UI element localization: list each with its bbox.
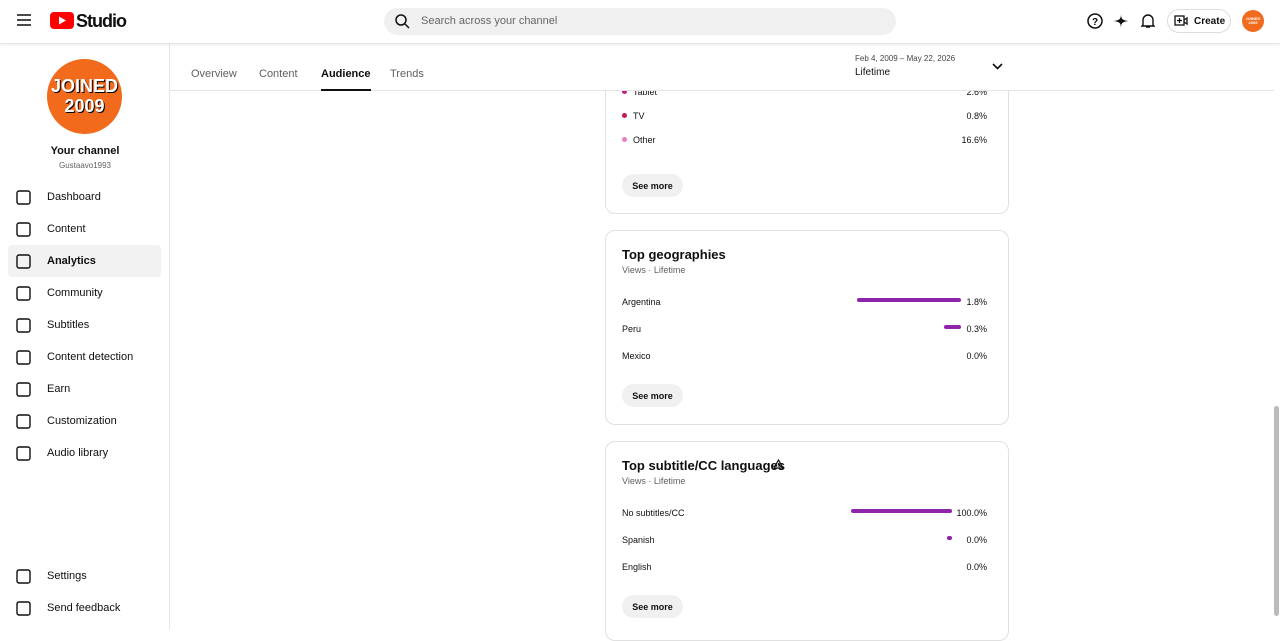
avatar-line: 2009 [64,96,105,116]
device-row: Tablet 2.6% [622,87,987,101]
nav-icon [16,190,31,205]
help-icon[interactable]: ? [1087,13,1103,29]
subtitle-card: Top subtitle/CC languages Views · Lifetim… [605,441,1009,641]
ai-icon[interactable] [1114,13,1128,29]
bar-row: Spanish 0.0% [622,535,987,549]
tab[interactable]: Audience [321,68,371,91]
bar-row: English 0.0% [622,562,987,576]
avatar-line: JOINED [50,76,119,96]
device-value: 16.6% [961,135,987,145]
card-title: Top subtitle/CC languages [622,458,785,473]
row-value: 1.8% [966,297,987,307]
period: Lifetime [855,67,891,78]
svg-text:?: ? [1092,17,1098,28]
nav-item[interactable]: Community [47,287,103,299]
device-value: 2.6% [966,87,987,97]
row-name: Argentina [622,297,661,307]
row-name: Peru [622,324,642,334]
nav-icon [16,382,31,397]
nav-icon [16,286,31,301]
geo-card: Top geographies Views · Lifetime Argentina… [605,230,1009,425]
notifications-icon[interactable] [1141,13,1155,29]
device-name: Tablet [633,87,658,97]
nav-item[interactable]: Settings [47,570,87,582]
legend-dot [622,89,627,94]
nav-icon [16,222,31,237]
card-title: Top geographies [622,247,726,262]
warning-icon[interactable] [773,459,784,469]
row-value: 0.0% [966,351,987,361]
tab[interactable]: Trends [390,68,424,80]
nav-icon [16,446,31,461]
scrollbar[interactable] [1274,406,1279,616]
row-value: 0.0% [966,562,987,572]
see-more-button[interactable]: See more [622,174,683,197]
row-name: Mexico [622,351,651,361]
row-name: No subtitles/CC [622,508,685,518]
logo-icon[interactable] [50,12,74,29]
sidebar: JOINED 2009 Your channel Gustaavo1993 Da… [0,44,170,630]
legend-dot [622,137,627,142]
nav-item[interactable]: Dashboard [47,191,101,203]
see-more-button[interactable]: See more [622,384,683,407]
bar [851,509,952,513]
bar-row: Argentina 1.8% [622,297,987,311]
nav-item[interactable]: Send feedback [47,602,121,614]
top-bar: Studio Search across your channel ? Crea… [0,0,1280,44]
device-name: TV [633,111,645,121]
nav-item[interactable]: Customization [47,415,117,427]
channel-title: Your channel [50,145,120,157]
see-more-button[interactable]: See more [622,595,683,618]
nav-icon [16,254,31,269]
device-row: Other 16.6% [622,135,987,149]
search-box[interactable]: Search across your channel [384,8,896,35]
row-name: Spanish [622,535,655,545]
nav-icon [16,318,31,333]
create-button[interactable]: Create [1167,9,1231,33]
logo-text[interactable]: Studio [76,11,127,31]
bar-row: No subtitles/CC 100.0% [622,508,987,522]
tab[interactable]: Content [259,68,298,80]
row-value: 0.3% [966,324,987,334]
bar [947,536,952,540]
bar [857,298,961,302]
date-range: Feb 4, 2009 – May 22, 2026 [855,54,956,63]
nav-item[interactable]: Subtitles [47,319,90,331]
channel-avatar[interactable]: JOINED 2009 [47,59,122,134]
row-value: 0.0% [966,535,987,545]
nav-icon [16,601,31,616]
card-subtitle: Views · Lifetime [622,265,686,275]
card-subtitle: Views · Lifetime [622,476,686,486]
bar-row: Peru 0.3% [622,324,987,338]
period-dropdown[interactable] [992,63,1003,70]
bar-row: Mexico 0.0% [622,351,987,365]
bar [943,325,961,329]
nav-item[interactable]: Earn [47,383,71,395]
tab-bar: Feb 4, 2009 – May 22, 2026 Lifetime Over… [170,44,1274,91]
legend-dot [622,113,627,118]
device-name: Other [633,135,656,145]
nav-item[interactable]: Audio library [47,447,109,459]
tab[interactable]: Overview [191,68,237,80]
device-value: 0.8% [966,111,987,121]
search-placeholder: Search across your channel [421,15,558,27]
search-icon [395,14,410,29]
row-name: English [622,562,652,572]
channel-handle: Gustaavo1993 [58,161,112,170]
device-row: TV 0.8% [622,111,987,125]
nav-icon [16,350,31,365]
nav-item[interactable]: Analytics [8,245,161,277]
account-avatar[interactable]: JOINED 2009 [1242,10,1264,32]
nav-icon [16,414,31,429]
menu-button[interactable] [17,14,31,26]
create-label: Create [1194,16,1226,27]
nav-item[interactable]: Content detection [47,351,134,363]
row-value: 100.0% [956,508,987,518]
create-icon [1174,15,1188,26]
nav-item[interactable]: Content [47,223,86,235]
nav-icon [16,569,31,584]
